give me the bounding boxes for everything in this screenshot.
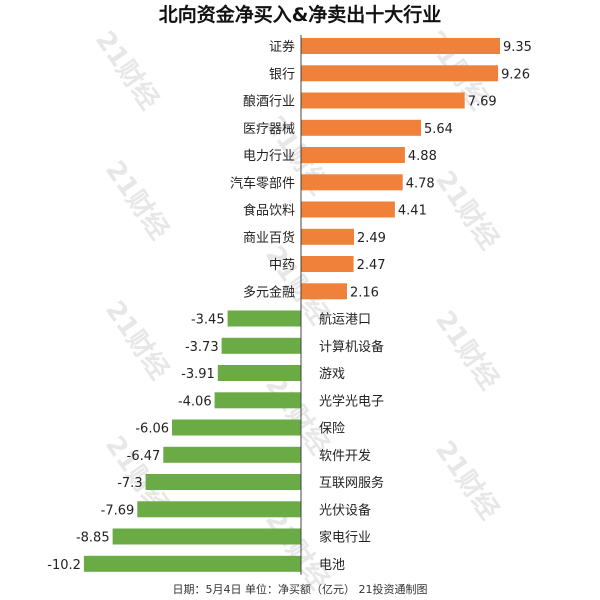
value-labels: 9.35 9.26 7.69 5.64 4.88 4.78 4.41 2.49 2.47 2.16… — [47, 40, 532, 573]
bar-13 — [217, 365, 301, 381]
category-label-6: 汽车零部件 — [230, 175, 295, 191]
bar-7 — [301, 201, 395, 218]
watermark-3: 21财经 — [99, 155, 175, 245]
bar-17 — [145, 474, 301, 490]
watermark-6: 21财经 — [99, 295, 175, 385]
value-label-8: 2.49 — [357, 231, 386, 246]
category-label-16: 软件开发 — [319, 448, 371, 464]
bar-18 — [137, 501, 301, 518]
value-label-4: 5.64 — [424, 122, 453, 137]
bar-15 — [172, 419, 301, 436]
category-label-9: 中药 — [269, 258, 295, 273]
bar-12 — [221, 337, 301, 354]
bar-3 — [301, 92, 465, 109]
bar-9 — [301, 256, 354, 272]
category-label-20: 电池 — [319, 558, 345, 573]
value-label-9: 2.47 — [357, 258, 386, 273]
value-label-5: 4.88 — [408, 149, 437, 164]
value-label-10: 2.16 — [350, 285, 379, 300]
bar-16 — [163, 446, 301, 463]
category-label-1: 证券 — [269, 39, 295, 55]
watermark-10: 21财经 — [259, 370, 335, 460]
category-label-2: 银行 — [269, 67, 295, 82]
value-label-7: 4.41 — [398, 204, 427, 219]
category-label-8: 商业百货 — [243, 230, 295, 246]
bar-11 — [227, 310, 301, 327]
watermark-8: 21财经 — [429, 305, 505, 395]
value-label-19: -8.85 — [76, 531, 110, 546]
bars-group — [83, 38, 500, 572]
value-label-20: -10.2 — [47, 558, 81, 573]
category-label-5: 电力行业 — [243, 149, 295, 164]
value-label-16: -6.47 — [127, 449, 161, 464]
chart-title: 北向资金净买入&净卖出十大行业 — [159, 3, 442, 26]
category-label-15: 保险 — [319, 422, 345, 437]
category-label-17: 互联网服务 — [319, 475, 384, 491]
value-label-15: -6.06 — [135, 422, 169, 437]
value-label-12: -3.73 — [185, 340, 219, 355]
bar-8 — [301, 228, 354, 245]
watermark-11: 21财经 — [429, 435, 505, 525]
category-label-13: 游戏 — [319, 367, 345, 382]
watermark-5: 21财经 — [429, 165, 505, 255]
chart-footer: 日期：5月4日 单位：净买额（亿元） 21投资通制图 — [173, 582, 428, 596]
value-label-1: 9.35 — [503, 40, 532, 55]
bar-4 — [301, 119, 421, 136]
category-label-14: 光学光电子 — [319, 393, 384, 409]
bar-1 — [301, 38, 500, 54]
bar-5 — [301, 147, 405, 163]
value-label-3: 7.69 — [468, 95, 497, 110]
value-label-17: -7.3 — [117, 476, 142, 491]
value-label-13: -3.91 — [181, 367, 215, 382]
category-label-4: 医疗器械 — [243, 122, 295, 137]
bar-10 — [301, 283, 347, 300]
category-label-11: 航运港口 — [319, 312, 371, 328]
watermark-12: 21财经 — [259, 505, 335, 595]
value-label-6: 4.78 — [406, 176, 435, 191]
category-label-12: 计算机设备 — [319, 339, 384, 355]
watermark-1: 21财经 — [89, 25, 165, 115]
category-labels: 证券银行酿酒行业医疗器械电力行业汽车零部件食品饮料商业百货中药多元金融航运港口计… — [230, 39, 384, 573]
value-label-2: 9.26 — [501, 67, 530, 82]
bar-14 — [214, 392, 301, 409]
category-label-3: 酿酒行业 — [243, 94, 295, 110]
value-label-18: -7.69 — [101, 503, 135, 518]
category-label-10: 多元金融 — [243, 284, 295, 300]
category-label-7: 食品饮料 — [243, 203, 295, 219]
bar-20 — [83, 555, 302, 572]
bar-19 — [112, 528, 301, 545]
value-label-14: -4.06 — [178, 394, 212, 409]
value-label-11: -3.45 — [191, 313, 225, 328]
category-label-19: 家电行业 — [319, 530, 371, 546]
bar-2 — [301, 65, 499, 82]
category-label-18: 光伏设备 — [319, 502, 371, 518]
bar-6 — [301, 174, 403, 191]
